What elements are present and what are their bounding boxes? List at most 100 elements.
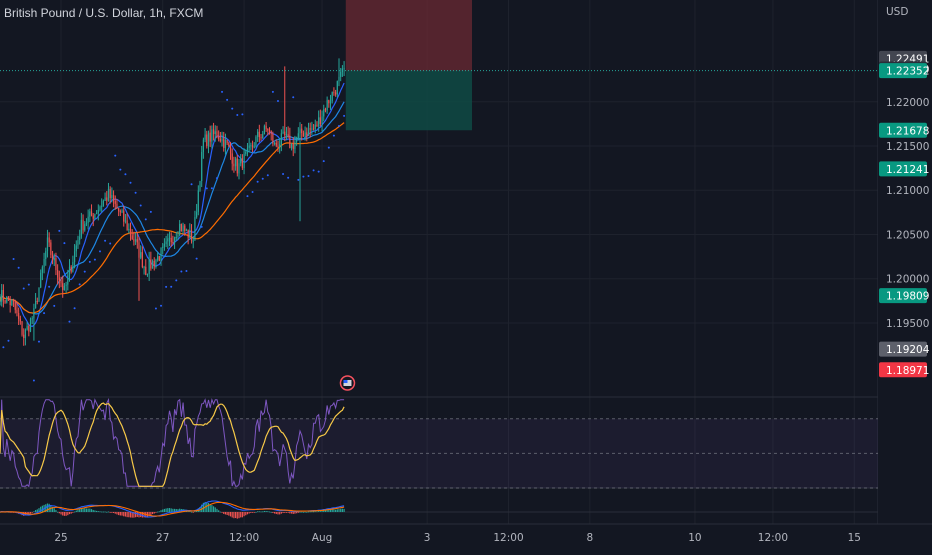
price-tag-label: 1.19809 bbox=[886, 291, 929, 303]
macd-histogram-bar bbox=[290, 512, 293, 514]
candle-body bbox=[129, 228, 132, 236]
candle-body bbox=[77, 240, 79, 246]
macd-signal-line bbox=[0, 501, 345, 517]
macd-histogram-bar bbox=[248, 512, 250, 514]
currency-label: USD bbox=[886, 6, 908, 18]
candle-body bbox=[301, 128, 303, 133]
candle-body bbox=[33, 308, 35, 319]
macd-histogram-bar bbox=[116, 512, 118, 515]
candle-body bbox=[292, 143, 294, 149]
macd-histogram-bar bbox=[326, 509, 328, 512]
sar-dot bbox=[241, 113, 244, 116]
candle-body bbox=[118, 208, 120, 212]
price-tag[interactable] bbox=[879, 161, 927, 177]
candle-body bbox=[65, 284, 67, 286]
candle-body bbox=[60, 280, 62, 284]
candle-body bbox=[179, 223, 181, 236]
sar-dot bbox=[226, 98, 229, 101]
macd-histogram-bar bbox=[306, 511, 308, 513]
candle-body bbox=[265, 125, 267, 129]
price-tag[interactable] bbox=[879, 288, 927, 304]
macd-histogram-bar bbox=[112, 512, 115, 513]
sar-dot bbox=[109, 242, 112, 245]
candle-body bbox=[253, 146, 255, 148]
candle-body bbox=[270, 131, 272, 134]
stop-loss-zone[interactable] bbox=[345, 0, 472, 71]
candle-body bbox=[107, 188, 110, 201]
grid bbox=[0, 0, 932, 524]
macd-histogram-bar bbox=[328, 509, 330, 512]
macd-histogram-bar bbox=[133, 512, 135, 518]
sar-dot bbox=[27, 283, 30, 286]
take-profit-zone[interactable] bbox=[345, 70, 472, 131]
macd-histogram-bar bbox=[82, 508, 84, 512]
sar-dot bbox=[68, 320, 71, 323]
macd-histogram-bar bbox=[201, 504, 203, 512]
candle-body bbox=[135, 239, 137, 242]
price-tag[interactable] bbox=[879, 362, 927, 378]
candle-body bbox=[94, 213, 96, 219]
macd-histogram-bar bbox=[58, 512, 60, 514]
candle-body bbox=[138, 242, 140, 258]
candle-body bbox=[23, 334, 25, 339]
candle-body bbox=[97, 209, 99, 214]
sar-dot bbox=[88, 260, 91, 263]
candle-body bbox=[11, 300, 13, 306]
macd-histogram-bar bbox=[287, 512, 289, 513]
sar-dot bbox=[37, 340, 40, 343]
candle-body bbox=[263, 125, 266, 135]
candle-body bbox=[168, 237, 171, 239]
candle-body bbox=[38, 287, 40, 302]
price-tag-label: 1.18971 bbox=[886, 365, 929, 377]
price-tag[interactable] bbox=[879, 122, 927, 138]
macd-histogram-bar bbox=[114, 512, 116, 514]
candle-body bbox=[180, 223, 182, 232]
candle-body bbox=[228, 143, 230, 147]
macd-histogram-bar bbox=[218, 510, 220, 512]
candle-body bbox=[343, 68, 345, 70]
candle-body bbox=[153, 260, 155, 267]
price-tag[interactable] bbox=[879, 341, 927, 357]
candle-body bbox=[190, 230, 193, 242]
price-tag-label: 1.21678 bbox=[886, 125, 929, 137]
macd-histogram-bar bbox=[209, 504, 211, 512]
moving-average-line bbox=[0, 122, 345, 314]
macd-histogram-bar bbox=[229, 512, 232, 517]
macd-histogram-bar bbox=[36, 509, 38, 512]
sar-dot bbox=[221, 90, 224, 93]
position-tool bbox=[345, 0, 472, 131]
candle-body bbox=[1, 290, 3, 302]
macd-histogram-bar bbox=[55, 510, 57, 512]
candle-body bbox=[124, 220, 127, 222]
candle-body bbox=[0, 301, 1, 306]
macd-histogram-bar bbox=[267, 511, 269, 513]
sar-dot bbox=[129, 181, 132, 184]
macd-histogram-bar bbox=[84, 508, 86, 512]
macd-histogram-bar bbox=[121, 512, 123, 516]
time-tick-label: 27 bbox=[156, 532, 169, 544]
macd-histogram-bar bbox=[155, 512, 157, 513]
macd-histogram-bar bbox=[340, 508, 342, 512]
candle-body bbox=[131, 235, 133, 240]
sar-dot bbox=[149, 210, 152, 213]
candle-body bbox=[109, 188, 111, 199]
price-tag[interactable] bbox=[879, 63, 927, 79]
macd-histogram-bar bbox=[294, 512, 296, 514]
candle-body bbox=[219, 138, 221, 142]
sar-dot bbox=[236, 114, 239, 117]
flag-icon bbox=[343, 380, 348, 383]
macd-histogram-bar bbox=[118, 512, 120, 516]
sar-dot bbox=[7, 339, 10, 342]
price-axis: USD 1.22000 1.21500 1.21000 1.20500 1.20000 1.… bbox=[878, 0, 932, 524]
macd-histogram-bar bbox=[323, 510, 325, 512]
macd-histogram-bar bbox=[258, 511, 260, 513]
time-tick-label: 10 bbox=[688, 532, 701, 544]
candle-body bbox=[184, 225, 186, 231]
sar-dot bbox=[302, 175, 305, 178]
sar-dot bbox=[175, 279, 178, 282]
candle-body bbox=[212, 129, 215, 135]
price-tag-label: 1.19204 bbox=[886, 344, 930, 356]
price-axis-background bbox=[878, 0, 932, 524]
candle-body bbox=[136, 239, 138, 243]
